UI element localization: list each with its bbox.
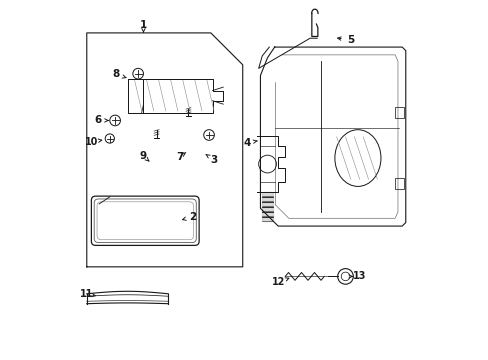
Text: 4: 4	[243, 138, 250, 148]
Text: 7: 7	[176, 152, 183, 162]
Text: 12: 12	[272, 277, 285, 287]
Text: 5: 5	[346, 35, 354, 45]
Text: 2: 2	[189, 212, 196, 221]
Bar	[394, 107, 403, 118]
Text: 13: 13	[352, 271, 366, 282]
Text: 3: 3	[210, 155, 218, 165]
Text: 8: 8	[112, 69, 120, 79]
Bar	[394, 178, 403, 189]
Text: 11: 11	[80, 289, 93, 299]
Text: 9: 9	[140, 151, 147, 161]
Text: 6: 6	[95, 116, 102, 125]
Text: 10: 10	[84, 137, 98, 147]
Text: 1: 1	[140, 20, 147, 30]
